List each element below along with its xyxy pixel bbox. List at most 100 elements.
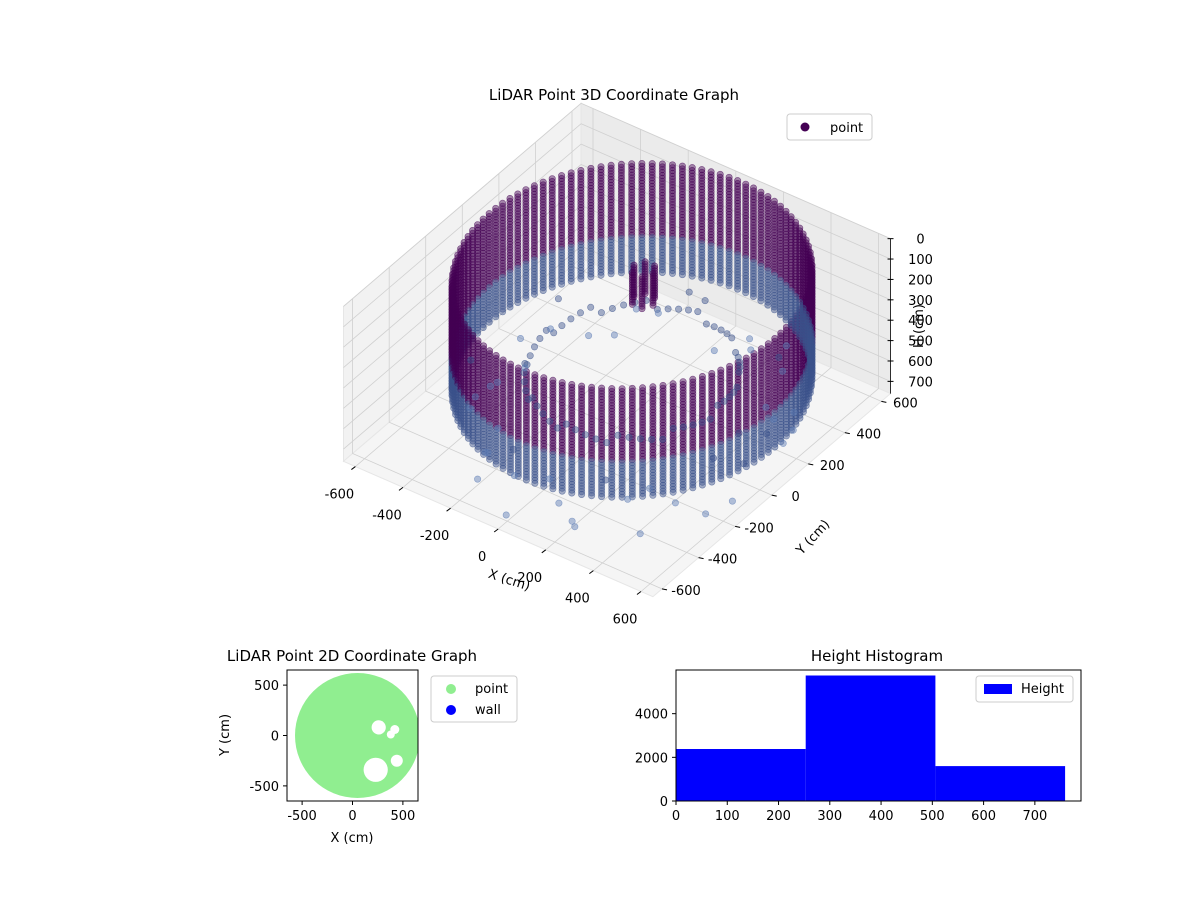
point-marker — [587, 303, 595, 311]
point-marker — [777, 378, 785, 386]
point-marker — [770, 306, 778, 314]
point-marker — [493, 378, 501, 386]
point-marker — [562, 420, 570, 428]
point-marker — [776, 311, 784, 319]
point-marker — [658, 268, 666, 276]
point-marker — [717, 326, 725, 334]
point-marker — [725, 282, 733, 290]
x-tick-label-2d: -500 — [287, 809, 317, 824]
point-marker — [678, 271, 686, 279]
point-marker — [707, 276, 715, 284]
x-tick-label: -600 — [325, 488, 355, 503]
point-marker — [782, 432, 790, 440]
point-marker — [598, 493, 606, 501]
point-marker — [689, 421, 697, 429]
point-marker — [597, 309, 605, 317]
x-tick-label-2d: 500 — [390, 809, 415, 824]
point-marker — [764, 448, 772, 456]
x-tick-label: -400 — [372, 508, 402, 523]
grid-group — [343, 102, 891, 592]
z-tick-label: 100 — [908, 253, 933, 268]
point-marker — [669, 424, 677, 432]
x-tick-label-2d: 0 — [348, 809, 356, 824]
z-tick-label: 700 — [908, 375, 933, 390]
point-marker — [694, 308, 702, 316]
point-marker — [762, 430, 770, 438]
point-marker — [806, 389, 814, 397]
point-marker — [777, 358, 785, 366]
point-marker — [486, 382, 494, 390]
point-marker — [777, 343, 785, 351]
point-marker — [620, 301, 628, 309]
point-marker — [808, 370, 816, 378]
y-tick-label: 200 — [820, 459, 845, 474]
point-marker — [636, 530, 644, 538]
histogram-bar — [676, 749, 806, 801]
point-marker — [806, 357, 814, 365]
point-marker — [777, 332, 785, 340]
point-marker — [506, 303, 514, 311]
point-marker — [587, 273, 595, 281]
point-marker — [808, 376, 816, 384]
y-tick-label-hist: 2000 — [635, 751, 668, 766]
point-marker — [649, 301, 657, 309]
point-marker — [777, 400, 785, 408]
grid-y-line — [425, 236, 736, 527]
legend-histogram-swatch — [984, 684, 1012, 694]
point-marker — [533, 402, 541, 410]
chart-2d-title: LiDAR Point 2D Coordinate Graph — [227, 647, 477, 665]
z-tick-label: 0 — [916, 233, 924, 248]
point-marker — [728, 497, 736, 505]
point-marker — [669, 488, 677, 496]
point-marker — [777, 415, 785, 423]
point-marker — [802, 402, 810, 410]
point-marker — [777, 349, 785, 357]
point-marker — [792, 420, 800, 428]
point-marker — [548, 283, 556, 291]
y-axis-label-2d: Y (cm) — [218, 714, 233, 757]
grid-x-line — [355, 108, 594, 467]
y-tick-label-2d: 0 — [271, 730, 279, 745]
point-marker — [799, 408, 807, 416]
point-marker — [777, 409, 785, 417]
z-axis-label: H (cm) — [912, 304, 927, 348]
y-tick-label: -400 — [708, 553, 738, 568]
point-marker — [528, 394, 536, 402]
legend-3d: point — [786, 113, 873, 141]
point-marker — [531, 479, 539, 487]
point-marker — [522, 476, 530, 484]
point-marker — [641, 290, 649, 298]
point-cloud — [448, 160, 816, 538]
y-tick-label: 600 — [893, 396, 918, 411]
y-tick-label-2d: -500 — [249, 780, 279, 795]
point-marker — [530, 343, 538, 351]
point-marker — [494, 424, 502, 432]
point-marker — [777, 360, 785, 368]
point-marker — [607, 270, 615, 278]
x-tick-label-hist: 400 — [869, 809, 894, 824]
point-marker — [717, 475, 725, 483]
gap-region — [371, 720, 386, 735]
grid-x-line — [497, 171, 737, 530]
chart-3d: LiDAR Point 3D Coordinate Graph -600-400… — [325, 86, 933, 628]
point-marker — [698, 418, 706, 426]
point-marker — [777, 380, 785, 388]
point-marker — [588, 492, 596, 500]
point-marker — [777, 412, 785, 420]
point-marker — [654, 309, 662, 317]
x-tick-label: 0 — [478, 550, 486, 565]
point-marker — [558, 280, 566, 288]
point-marker — [617, 269, 625, 277]
point-marker — [734, 285, 742, 293]
point-marker — [777, 335, 785, 343]
y-tick-label-2d: 500 — [254, 679, 279, 694]
point-marker — [492, 313, 500, 321]
point-marker — [787, 321, 795, 329]
grid-y-line — [352, 298, 663, 590]
point-marker — [648, 435, 656, 443]
point-marker — [702, 510, 710, 518]
point-marker — [639, 492, 647, 500]
point-marker — [708, 478, 716, 486]
point-marker — [540, 482, 548, 490]
point-marker — [526, 352, 534, 360]
